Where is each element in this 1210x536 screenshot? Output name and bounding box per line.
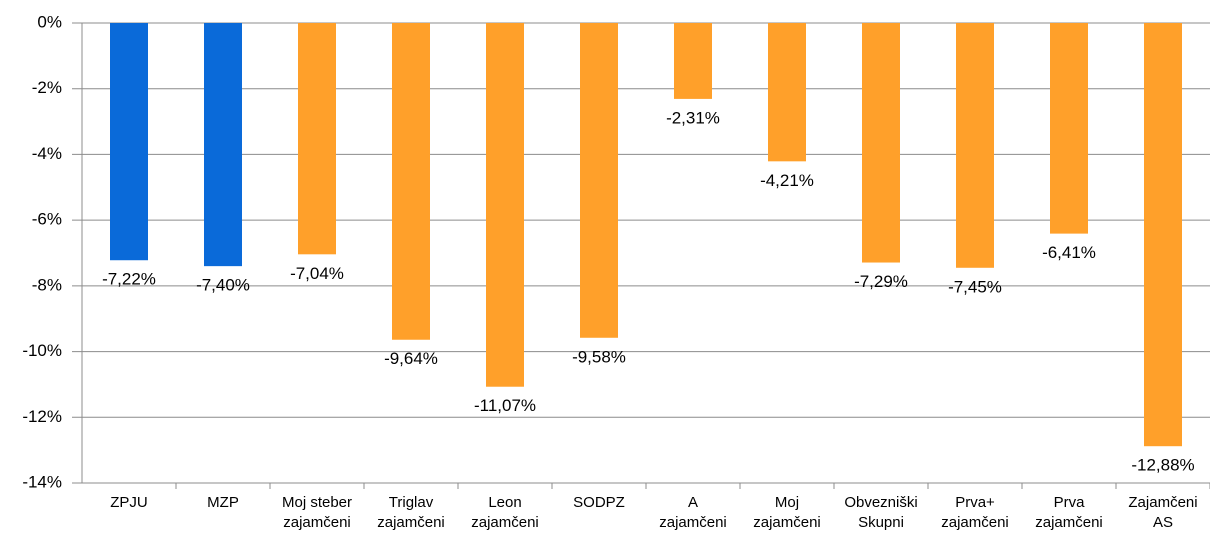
bar	[768, 23, 806, 162]
bar	[1050, 23, 1088, 234]
bar	[862, 23, 900, 263]
value-label: -11,07%	[474, 396, 536, 415]
y-tick-label: 0%	[37, 12, 62, 31]
value-label: -2,31%	[666, 108, 720, 127]
y-tick-label: -4%	[32, 144, 62, 163]
value-label: -12,88%	[1131, 456, 1194, 475]
value-label: -7,04%	[290, 264, 344, 283]
bar	[204, 23, 242, 267]
y-tick-label: -12%	[22, 407, 62, 426]
value-label: -4,21%	[760, 171, 814, 190]
value-label: -6,41%	[1042, 243, 1096, 262]
value-label: -7,22%	[102, 270, 156, 289]
y-tick-label: -10%	[22, 341, 62, 360]
x-tick-label: Leon zajamčeni	[471, 494, 539, 531]
bar	[1144, 23, 1182, 447]
x-tick-label: MZP	[207, 494, 239, 511]
x-tick-label: Prva+ zajamčeni	[941, 494, 1009, 531]
x-tick-label: Obvezniški Skupni	[844, 494, 917, 531]
bar	[956, 23, 994, 268]
bar	[392, 23, 430, 340]
y-tick-label: -14%	[22, 472, 62, 491]
y-tick-label: -2%	[32, 78, 62, 97]
x-tick-label: ZPJU	[110, 494, 148, 511]
x-tick-label: Triglav zajamčeni	[377, 494, 445, 531]
x-tick-label: Zajamčeni AS	[1128, 494, 1197, 531]
bar	[674, 23, 712, 99]
x-tick-label: Prva zajamčeni	[1035, 494, 1103, 531]
value-label: -7,40%	[196, 276, 250, 295]
bar	[486, 23, 524, 387]
y-tick-label: -6%	[32, 210, 62, 229]
value-label: -7,29%	[854, 272, 908, 291]
bar	[298, 23, 336, 255]
x-tick-label: Moj steber zajamčeni	[282, 494, 352, 531]
x-tick-label: Moj zajamčeni	[753, 494, 821, 531]
value-label: -9,64%	[384, 349, 438, 368]
value-label: -7,45%	[948, 277, 1002, 296]
value-label: -9,58%	[572, 347, 626, 366]
bar	[110, 23, 148, 261]
y-tick-label: -8%	[32, 275, 62, 294]
x-tick-label: SODPZ	[573, 494, 625, 511]
bar	[580, 23, 618, 338]
